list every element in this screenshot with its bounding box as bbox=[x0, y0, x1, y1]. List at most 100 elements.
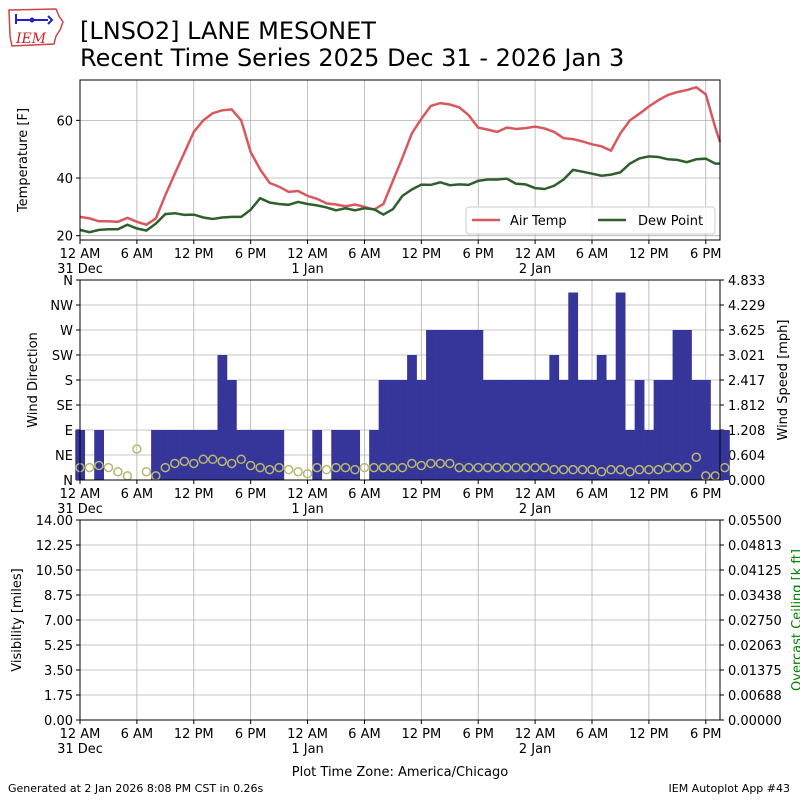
wind-speed-point bbox=[634, 464, 645, 475]
wind-speed-point bbox=[160, 462, 171, 473]
wind-speed-point bbox=[520, 462, 531, 473]
chart-title-line2: Recent Time Series 2025 Dec 31 - 2026 Ja… bbox=[80, 44, 625, 72]
wind-speed-point bbox=[663, 462, 673, 473]
wind-direction-bar bbox=[615, 292, 626, 480]
wind-speed-point bbox=[435, 458, 446, 469]
wind-direction-bar bbox=[189, 430, 199, 480]
wind-speed-point bbox=[378, 462, 389, 473]
dew-point-line bbox=[79, 155, 720, 234]
wind-speed-point bbox=[558, 464, 569, 475]
wind-direction-bar bbox=[312, 430, 323, 480]
wind-speed-point bbox=[302, 469, 313, 479]
temp-xtick-label: 6 PM bbox=[235, 247, 266, 262]
vis-date-label: 2 Jan bbox=[519, 742, 551, 757]
wind-direction-bar bbox=[568, 292, 579, 480]
wind-speed-point bbox=[141, 466, 152, 477]
visibility-tick-label: 10.50 bbox=[36, 564, 73, 579]
wind-speed-point bbox=[407, 458, 417, 469]
wind-direction-bar bbox=[179, 430, 190, 480]
air-temp-line bbox=[79, 85, 722, 227]
wind-direction-bar bbox=[255, 430, 266, 480]
wind-speed-tick-label: 3.625 bbox=[728, 324, 765, 339]
visibility-tick-label: 14.00 bbox=[36, 514, 73, 529]
ceiling-tick-label: 0.05500 bbox=[728, 514, 782, 529]
wind-speed-point bbox=[615, 464, 626, 475]
wind-speed-point bbox=[539, 462, 550, 473]
ceiling-ylabel: Overcast Ceiling [k ft] bbox=[790, 549, 800, 691]
wind-direction-ylabel: Wind Direction bbox=[26, 332, 41, 428]
wind-xtick-label: 6 PM bbox=[235, 487, 266, 502]
temp-xtick-label: 12 AM bbox=[515, 247, 556, 262]
temp-ytick-label: 60 bbox=[56, 114, 73, 129]
wind-xtick-label: 6 PM bbox=[462, 487, 493, 502]
vis-xtick-label: 12 AM bbox=[515, 727, 556, 742]
air-temp-legend-label: Air Temp bbox=[510, 214, 567, 229]
wind-direction-bar bbox=[710, 430, 721, 480]
temp-xtick-label: 12 AM bbox=[287, 247, 328, 262]
temp-ytick-label: 40 bbox=[56, 172, 73, 187]
wind-xtick-label: 12 AM bbox=[515, 487, 556, 502]
wind-speed-point bbox=[103, 462, 114, 473]
wind-speed-point bbox=[321, 464, 332, 475]
visibility-tick-label: 12.25 bbox=[36, 539, 73, 554]
wind-speed-point bbox=[719, 462, 730, 473]
wind-direction-bar bbox=[397, 380, 408, 480]
wind-direction-bar bbox=[606, 380, 617, 480]
wind-direction-bar bbox=[587, 380, 598, 480]
wind-direction-bar bbox=[644, 430, 654, 480]
wind-speed-point bbox=[369, 462, 379, 473]
wind-direction-bar bbox=[701, 380, 711, 480]
temp-xtick-label: 6 AM bbox=[121, 247, 154, 262]
wind-frame bbox=[79, 279, 721, 481]
wind-speed-tick-label: 1.812 bbox=[728, 399, 765, 414]
wind-direction-bar bbox=[426, 330, 436, 480]
wind-speed-point bbox=[245, 460, 256, 471]
wind-direction-tick-label: SE bbox=[57, 399, 73, 414]
wind-speed-tick-label: 4.833 bbox=[728, 274, 765, 289]
vis-xtick-label: 6 AM bbox=[348, 727, 381, 742]
wind-speed-tick-label: 0.604 bbox=[728, 449, 765, 464]
wind-speed-point bbox=[426, 458, 436, 469]
wind-speed-point bbox=[501, 462, 512, 473]
wind-xtick-label: 6 AM bbox=[121, 487, 154, 502]
wind-speed-point bbox=[672, 462, 683, 473]
wind-direction-bar bbox=[416, 380, 427, 480]
footer-generated: Generated at 2 Jan 2026 8:08 PM CST in 0… bbox=[8, 782, 264, 795]
dew-point-legend-label: Dew Point bbox=[638, 214, 703, 229]
visibility-tick-label: 1.75 bbox=[44, 689, 73, 704]
temp-xtick-label: 6 AM bbox=[576, 247, 609, 262]
wind-speed-point bbox=[691, 452, 702, 462]
wind-direction-bar bbox=[625, 430, 635, 480]
iem-logo: IEM bbox=[6, 6, 66, 50]
wind-direction-bar bbox=[672, 330, 683, 480]
wind-direction-bar bbox=[378, 380, 389, 480]
vis-date-label: 31 Dec bbox=[57, 742, 103, 757]
wind-direction-bar bbox=[720, 430, 730, 480]
visibility-tick-label: 7.00 bbox=[44, 614, 73, 629]
wind-speed-point bbox=[170, 458, 180, 469]
wind-direction-tick-label: N bbox=[63, 474, 73, 489]
wind-direction-bar bbox=[549, 355, 560, 480]
visibility-tick-label: 5.25 bbox=[44, 639, 73, 654]
ceiling-tick-label: 0.00000 bbox=[728, 714, 782, 729]
wind-direction-bar bbox=[245, 430, 256, 480]
wind-speed-point bbox=[236, 454, 246, 465]
vis-xtick-label: 12 PM bbox=[629, 727, 669, 742]
wind-direction-bar bbox=[558, 380, 569, 480]
ceiling-tick-label: 0.03438 bbox=[728, 589, 782, 604]
wind-speed-point bbox=[198, 454, 209, 465]
wind-direction-bar bbox=[539, 380, 550, 480]
logo-text: IEM bbox=[15, 31, 47, 47]
wind-speed-point bbox=[388, 462, 398, 473]
wind-speed-point bbox=[189, 458, 199, 469]
wind-direction-tick-label: S bbox=[65, 374, 73, 389]
wind-direction-bar bbox=[331, 430, 342, 480]
wind-speed-point bbox=[283, 464, 294, 475]
wind-date-label: 2 Jan bbox=[519, 502, 551, 517]
wind-speed-point bbox=[463, 462, 474, 473]
wind-speed-point bbox=[350, 464, 360, 475]
wind-speed-tick-label: 1.208 bbox=[728, 424, 765, 439]
x-axis-label: Plot Time Zone: America/Chicago bbox=[292, 765, 508, 780]
wind-speed-point bbox=[226, 458, 237, 469]
